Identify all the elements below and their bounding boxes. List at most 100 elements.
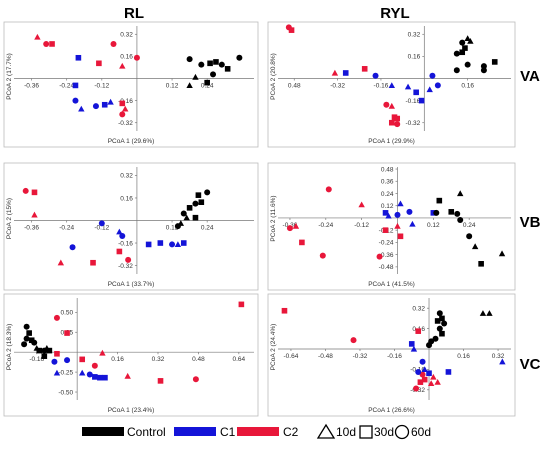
y-tick-label: 0.36: [381, 179, 394, 186]
data-point-control-circle: [198, 61, 205, 68]
data-point-c2-square: [415, 328, 422, 334]
data-point-c2-square: [288, 27, 295, 33]
panel-frame: [3, 162, 259, 291]
data-point-control-triangle: [467, 37, 474, 44]
data-point-control-circle: [210, 71, 217, 78]
data-point-control-circle: [23, 323, 30, 330]
data-point-c1-circle: [372, 72, 379, 79]
y-tick-label: -0.32: [118, 263, 133, 270]
data-point-c1-square: [97, 374, 103, 381]
y-tick-label: -0.32: [118, 120, 133, 127]
y-tick-label: -0.50: [58, 389, 73, 396]
legend-label-c1: C1: [220, 425, 236, 439]
legend-triangle-icon: [316, 423, 336, 439]
data-point-control-square: [213, 59, 219, 65]
y-axis-label: PCoA 2 (24.4%): [270, 324, 277, 371]
data-point-c1-triangle: [78, 105, 85, 112]
x-tick-label: -0.32: [330, 83, 345, 90]
data-point-c1-circle: [51, 358, 58, 365]
x-tick-label: 0.12: [427, 222, 440, 229]
x-tick-label: -0.12: [94, 225, 109, 232]
data-point-c2-triangle: [430, 373, 437, 380]
data-point-control-square: [439, 315, 445, 322]
data-point-c2-circle: [91, 362, 98, 369]
data-point-control-triangle: [192, 73, 199, 80]
data-point-c1-triangle: [79, 369, 86, 376]
data-point-control-triangle: [471, 243, 479, 250]
data-point-c2-square: [157, 378, 164, 384]
scatter-panel-ryl-vb: -0.36 -0.24 -0.12 0.12 0.24 0.48 0.36 0.24 0.12 -…: [267, 162, 516, 291]
x-tick-label: 0.16: [457, 353, 470, 360]
data-point-control-circle: [192, 200, 199, 207]
data-point-c2-triangle: [394, 222, 401, 229]
x-tick-label: 0.48: [288, 83, 301, 90]
x-tick-label: -0.16: [29, 356, 44, 363]
x-tick-label: -0.16: [387, 353, 402, 360]
legend-square-icon: [359, 425, 373, 439]
x-tick-label: -0.32: [353, 353, 368, 360]
x-axis-label: PCoA 1 (26.6%): [368, 407, 415, 414]
data-point-control-circle: [480, 63, 487, 70]
data-point-c2-circle: [110, 40, 117, 47]
data-point-c2-square: [79, 356, 86, 363]
data-point-c1-square: [75, 54, 82, 61]
data-point-c2-triangle: [331, 69, 339, 76]
data-point-control-square: [198, 199, 205, 205]
legend-label-control: Control: [127, 425, 166, 439]
data-point-control-circle: [459, 39, 466, 46]
y-tick-label: 0.16: [120, 54, 133, 61]
x-tick-label: 0.32: [492, 353, 505, 360]
data-point-c1-square: [102, 374, 108, 381]
x-tick-label: 0.24: [201, 83, 214, 90]
data-point-c1-circle: [92, 103, 99, 110]
data-point-c2-circle: [43, 40, 50, 47]
data-point-control-square: [459, 49, 466, 56]
x-tick-label: -0.16: [374, 83, 389, 90]
data-point-c2-triangle: [427, 380, 435, 387]
data-point-c1-square: [101, 101, 108, 108]
x-tick-label: 0.24: [201, 225, 214, 232]
data-point-c2-triangle: [124, 372, 131, 379]
data-point-control-circle: [453, 50, 460, 57]
data-point-c2-square: [90, 259, 96, 266]
x-tick-label: 0.64: [233, 356, 246, 363]
y-tick-label: 0.32: [408, 32, 421, 39]
x-axis-label: PCoA 1 (29.9%): [368, 138, 415, 145]
data-point-c2-circle: [413, 385, 420, 392]
data-point-control-circle: [480, 67, 487, 74]
data-point-c1-circle: [98, 220, 105, 227]
legend-label-10d: 10d: [336, 425, 356, 439]
column-title-ryl: RYL: [380, 5, 409, 22]
y-tick-label: -0.16: [405, 98, 420, 105]
data-point-control-square: [462, 45, 468, 51]
data-point-control-triangle: [183, 214, 190, 221]
data-point-c2-circle: [22, 187, 29, 194]
legend-swatch-c1: [174, 427, 216, 436]
x-tick-label: 0.48: [192, 356, 205, 363]
y-tick-label: -0.32: [405, 120, 420, 127]
data-point-c1-triangle: [174, 241, 182, 248]
data-point-control-circle: [436, 325, 443, 332]
row-title-va: VA: [520, 68, 540, 85]
data-point-control-triangle: [486, 310, 493, 316]
data-point-c1-square: [382, 210, 389, 216]
data-point-c2-square: [49, 41, 55, 47]
legend-swatch-c2: [237, 427, 279, 436]
data-point-c1-triangle: [410, 345, 418, 352]
data-point-c2-triangle: [31, 211, 38, 218]
y-tick-label: 0.12: [381, 203, 394, 210]
x-tick-label: -0.48: [318, 353, 333, 360]
data-point-control-circle: [174, 223, 181, 230]
y-axis-label: PCoA 2 (11.6%): [270, 195, 277, 241]
data-point-c2-triangle: [122, 105, 129, 112]
data-point-control-square: [448, 209, 455, 215]
data-point-c1-circle: [419, 358, 426, 365]
x-axis-label: PCoA 1 (33.7%): [108, 281, 155, 288]
data-point-control-triangle: [464, 35, 471, 42]
scatter-panel-rl-va: -0.36 -0.24 -0.12 0.12 0.24 0.32 0.16 -0.16 -0.3…: [3, 21, 259, 148]
legend-label-30d: 30d: [374, 425, 394, 439]
data-point-control-square: [434, 318, 441, 324]
panel-frame: [3, 21, 259, 148]
y-axis-label: PCoA 2 (18.3%): [6, 324, 13, 371]
